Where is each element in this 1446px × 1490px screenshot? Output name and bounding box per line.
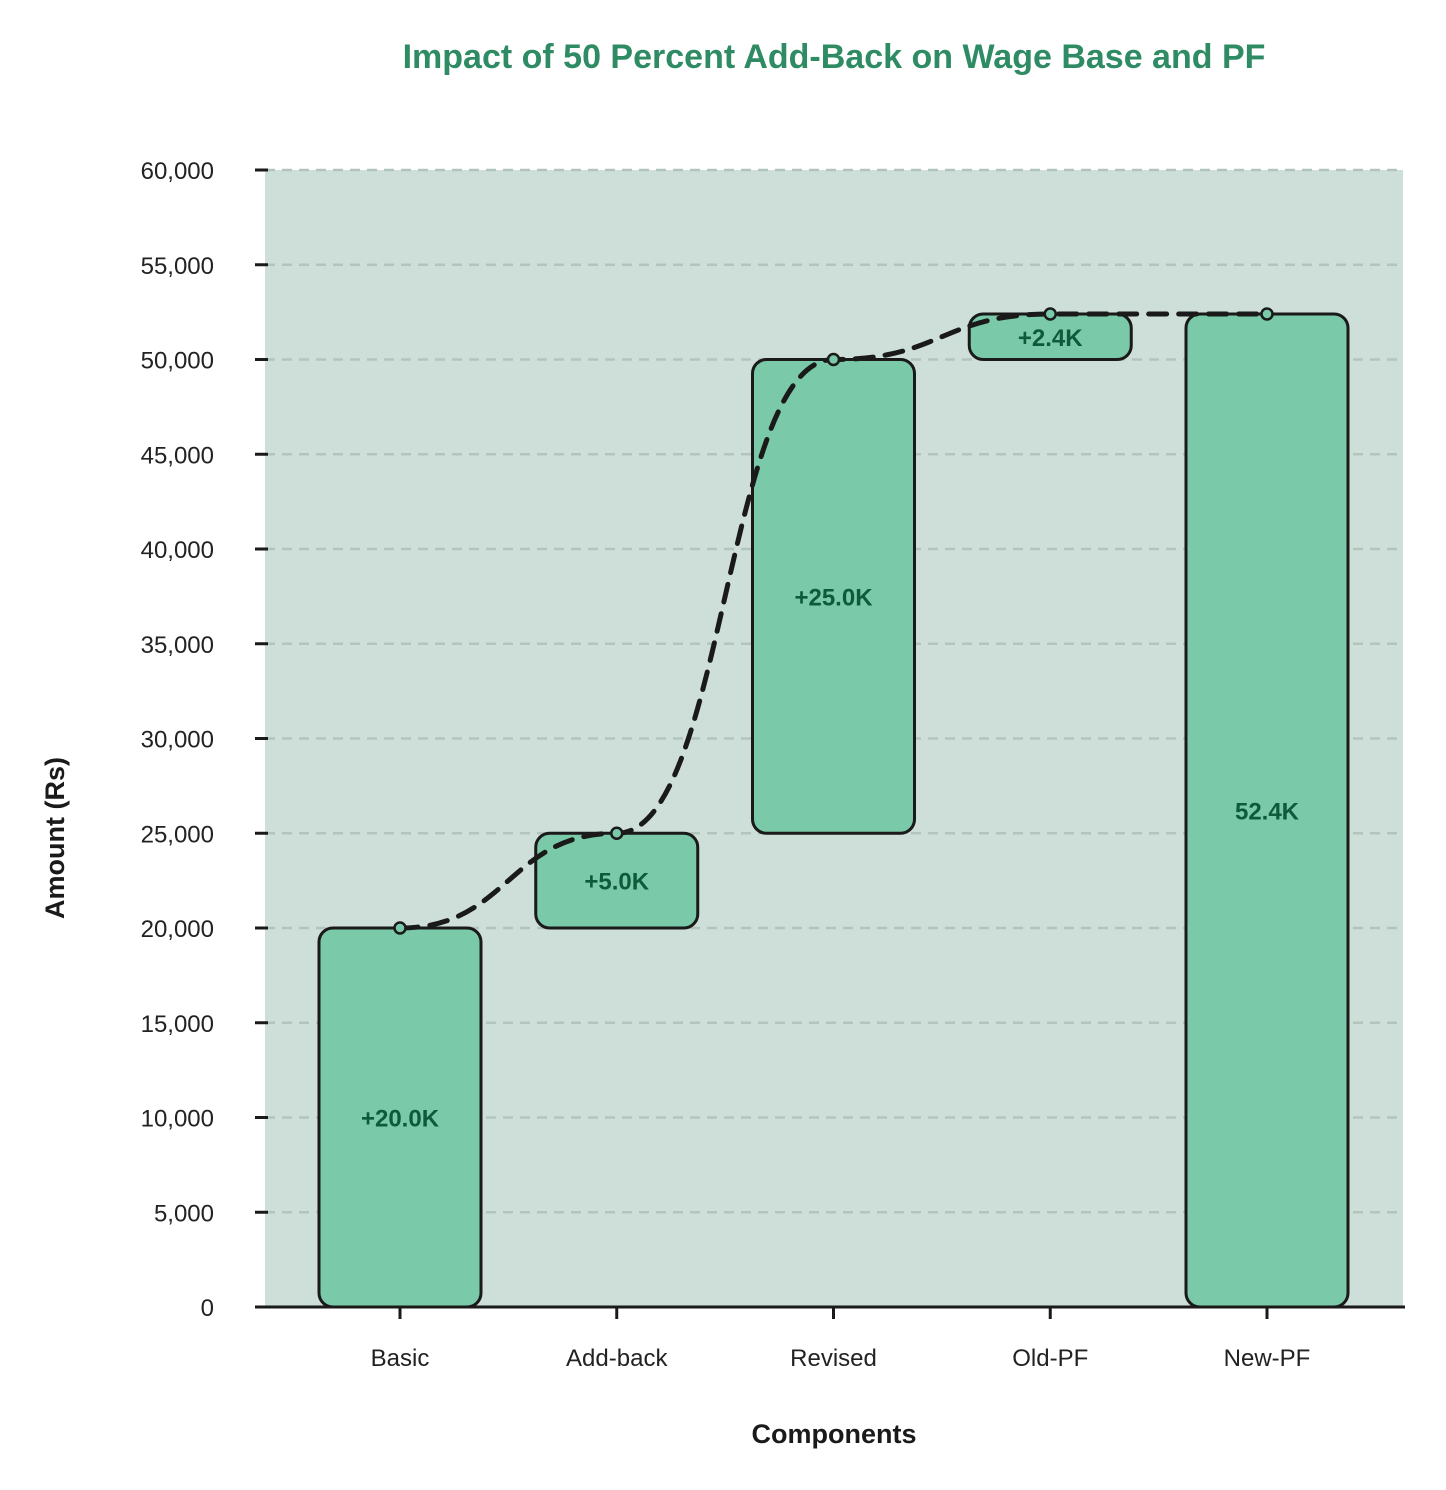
- x-axis-title: Components: [752, 1419, 917, 1449]
- cumulative-point: [610, 826, 624, 840]
- bar-value-label: +20.0K: [361, 1106, 440, 1133]
- cumulative-point: [1260, 307, 1274, 321]
- y-tick-label: 35,000: [141, 632, 214, 659]
- y-tick-label: 25,000: [141, 821, 214, 848]
- y-tick-label: 5,000: [154, 1200, 214, 1227]
- chart-title: Impact of 50 Percent Add-Back on Wage Ba…: [403, 38, 1266, 76]
- cumulative-point: [826, 352, 841, 367]
- x-tick-label: New-PF: [1224, 1345, 1311, 1372]
- y-tick-label: 15,000: [141, 1011, 214, 1038]
- bar-value-label: +5.0K: [584, 869, 649, 896]
- y-tick-label: 40,000: [141, 537, 214, 564]
- y-tick-label: 55,000: [141, 253, 214, 280]
- bar-value-label: +25.0K: [794, 584, 873, 611]
- y-tick-label: 20,000: [141, 916, 214, 943]
- y-tick-label: 0: [201, 1295, 214, 1322]
- bars: +20.0K +5.0K +25.0K +2.4K 52.4K: [317, 312, 1350, 1309]
- cumulative-line: [393, 307, 1274, 935]
- bar-value-label: +2.4K: [1018, 325, 1083, 352]
- cumulative-point: [393, 921, 407, 935]
- y-tick-label: 10,000: [141, 1106, 214, 1133]
- y-tick-label: 60,000: [141, 158, 214, 185]
- y-tick-label: 50,000: [141, 348, 214, 375]
- y-tick-label: 30,000: [141, 727, 214, 754]
- y-axis-title: Amount (Rs): [40, 757, 70, 919]
- bar-value-label: 52.4K: [1235, 799, 1300, 826]
- x-tick-label: Old-PF: [1012, 1345, 1088, 1372]
- x-tick-label: Basic: [371, 1345, 430, 1372]
- cumulative-point: [1043, 307, 1057, 321]
- x-tick-label: Add-back: [566, 1345, 668, 1372]
- y-tick-label: 45,000: [141, 442, 214, 469]
- x-axis: Basic Add-back Revised Old-PF New-PF: [255, 1305, 1405, 1372]
- x-tick-label: Revised: [790, 1345, 877, 1372]
- y-axis: 0 5,000 10,000 15,000 20,000 25,000 30,000 35,0…: [141, 158, 268, 1322]
- cumulative-line-path: [397, 311, 1270, 931]
